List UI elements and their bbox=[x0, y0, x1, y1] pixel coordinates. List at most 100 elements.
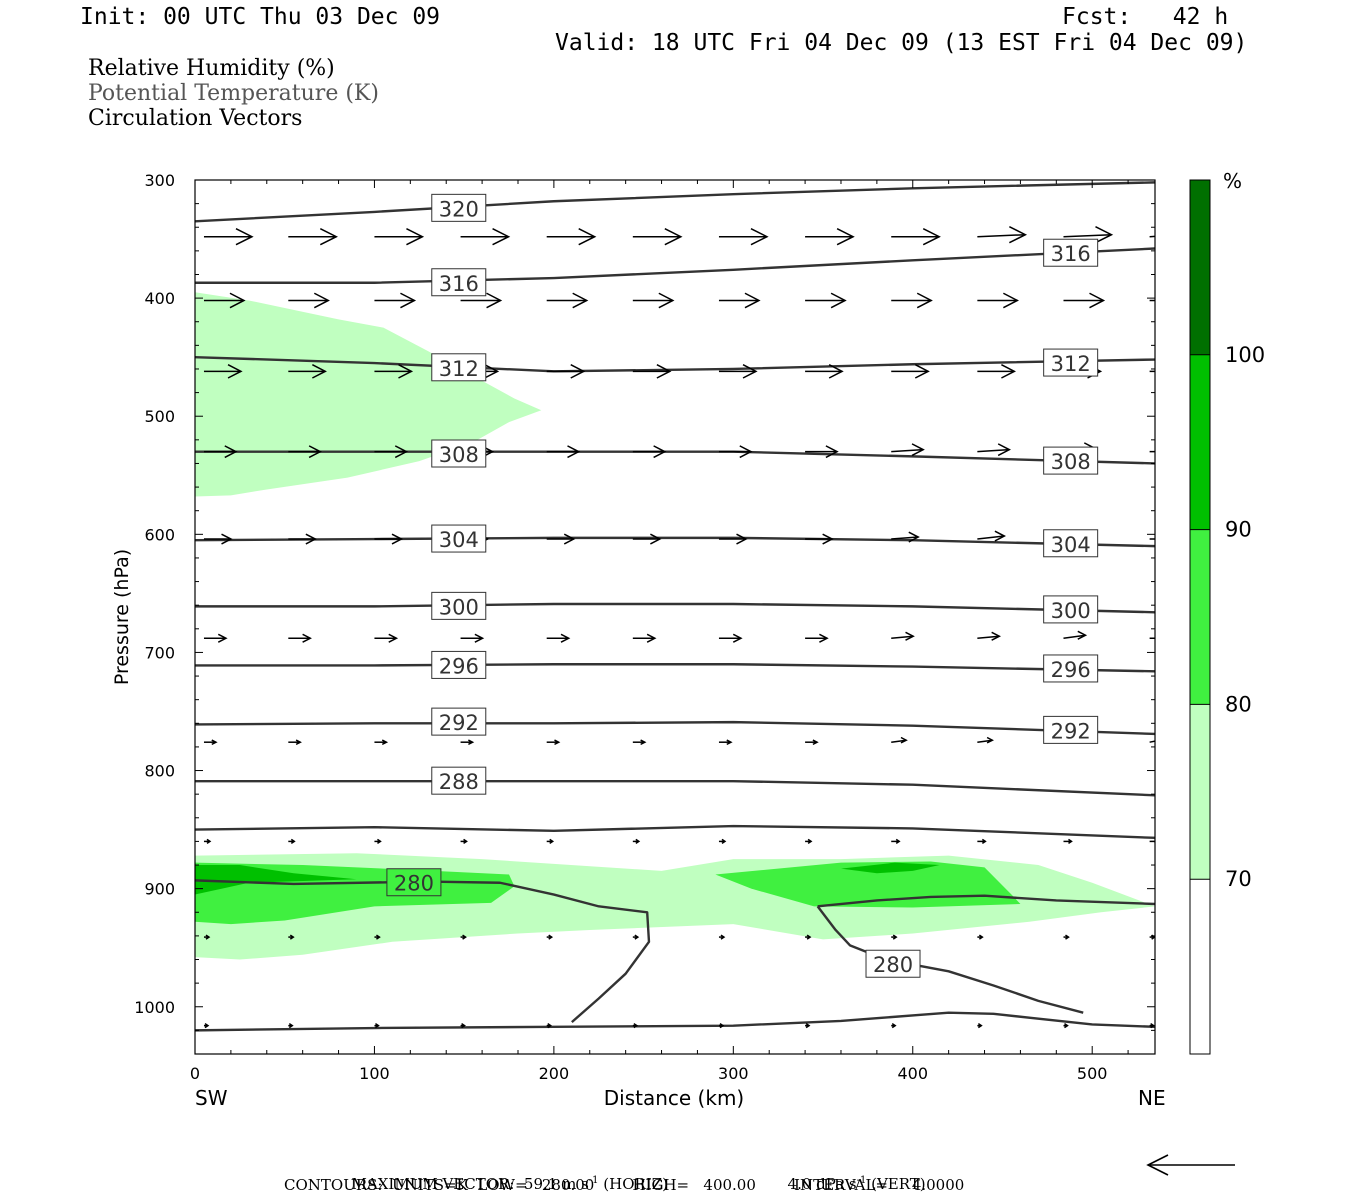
circulation-vector bbox=[891, 364, 930, 379]
circulation-vector bbox=[891, 934, 898, 940]
circulation-vector bbox=[805, 292, 847, 309]
circulation-vector bbox=[203, 1023, 210, 1029]
contour-label-280: 280 bbox=[873, 953, 913, 977]
colorbar-label: 100 bbox=[1225, 343, 1265, 367]
contour-label-308: 308 bbox=[439, 443, 479, 467]
circulation-vector bbox=[805, 739, 819, 746]
circulation-vector bbox=[632, 739, 647, 746]
theta-contour-280-11 bbox=[817, 894, 1155, 908]
circulation-vector bbox=[288, 364, 327, 379]
circulation-vector bbox=[891, 292, 933, 309]
circulation-vector bbox=[977, 736, 994, 744]
rh-shade-90-5 bbox=[840, 862, 940, 874]
contour-label-288: 288 bbox=[439, 770, 479, 794]
circulation-vector bbox=[977, 934, 984, 940]
circulation-vector bbox=[632, 633, 657, 643]
circulation-vector bbox=[374, 934, 381, 940]
contour-label-layer: 320 316 316 312 312 308 308 304 304 300 300 296 296 2… bbox=[386, 193, 1099, 978]
contour-label-box-292 bbox=[431, 707, 487, 736]
rh-shade-90-4 bbox=[195, 865, 357, 895]
y-tick-label: 600 bbox=[144, 525, 175, 544]
theta-contour-280-10 bbox=[195, 879, 651, 1024]
contour-label-296: 296 bbox=[1051, 658, 1091, 682]
theta-contour-288-8 bbox=[195, 779, 1155, 797]
max-vector-vert-unit: (VERT) bbox=[866, 1175, 926, 1193]
circulation-vector bbox=[632, 228, 683, 246]
circulation-vector bbox=[718, 1023, 725, 1029]
circulation-vector bbox=[1149, 538, 1155, 540]
valid-time: Valid: 18 UTC Fri 04 Dec 09 (13 EST Fri … bbox=[555, 30, 1248, 56]
circulation-vector bbox=[632, 445, 667, 459]
circulation-vector bbox=[1149, 740, 1155, 743]
circulation-vector bbox=[718, 934, 726, 940]
circulation-vector bbox=[1063, 292, 1106, 309]
circulation-vector bbox=[374, 633, 399, 643]
circulation-vector bbox=[203, 364, 243, 379]
y-axis-label: Pressure (hPa) bbox=[111, 549, 133, 685]
contour-label-box-312 bbox=[431, 353, 487, 382]
circulation-vector bbox=[977, 631, 1001, 641]
circulation-vector bbox=[546, 838, 555, 845]
circulation-vector bbox=[805, 228, 855, 246]
circulation-vector bbox=[1063, 226, 1114, 244]
circulation-vector bbox=[891, 838, 901, 845]
circulation-vector bbox=[632, 838, 641, 845]
contour-label-box-300 bbox=[431, 591, 487, 620]
contour-label-320: 320 bbox=[439, 197, 479, 221]
circulation-vector bbox=[460, 838, 468, 845]
circulation-vector bbox=[203, 739, 218, 746]
circulation-vector bbox=[288, 934, 295, 940]
contour-label-box-316 bbox=[431, 268, 487, 297]
contour-label-box-312 bbox=[1043, 348, 1099, 377]
circulation-vector bbox=[891, 228, 941, 246]
theta-contour-316-1 bbox=[195, 247, 1155, 284]
colorbar-segment bbox=[1190, 529, 1210, 705]
colorbar-label: 70 bbox=[1225, 867, 1252, 891]
contour-label-304: 304 bbox=[1051, 533, 1091, 557]
plot-frame bbox=[194, 179, 1156, 1055]
contour-label-312: 312 bbox=[439, 357, 479, 381]
circulation-vector bbox=[546, 364, 586, 379]
colorbar-unit: % bbox=[1223, 169, 1242, 193]
circulation-vector bbox=[718, 292, 761, 309]
circulation-vector bbox=[805, 364, 844, 379]
contour-label-box-288 bbox=[431, 766, 487, 795]
contour-label-292: 292 bbox=[1051, 719, 1091, 743]
contour-label-280: 280 bbox=[394, 872, 434, 896]
theta-contour-320-0 bbox=[195, 181, 1155, 223]
circulation-vector bbox=[374, 228, 425, 246]
circulation-vector bbox=[891, 631, 915, 641]
contour-label-box-308 bbox=[1043, 446, 1099, 475]
circulation-vector bbox=[632, 1023, 639, 1029]
circulation-vector bbox=[977, 443, 1011, 457]
contour-label-296: 296 bbox=[439, 654, 479, 678]
contour-label-292: 292 bbox=[439, 711, 479, 735]
circulation-vector bbox=[718, 838, 727, 845]
circulation-vector bbox=[374, 739, 389, 746]
circulation-vector bbox=[203, 934, 211, 940]
circulation-vector bbox=[1063, 630, 1088, 640]
colorbar-label: 90 bbox=[1225, 518, 1252, 542]
y-tick-label: 400 bbox=[144, 289, 175, 308]
circulation-vector bbox=[374, 445, 409, 459]
theta-contour-296-6 bbox=[195, 663, 1155, 673]
legend-theta: Potential Temperature (K) bbox=[88, 81, 379, 106]
theta-contour-292-7 bbox=[195, 720, 1155, 736]
circulation-vector bbox=[460, 739, 475, 746]
circulation-vector bbox=[460, 934, 467, 940]
max-vector-vert-exp: -1 bbox=[856, 1175, 867, 1186]
x-end-label-left: SW bbox=[195, 1086, 228, 1110]
circulation-vector bbox=[718, 739, 733, 746]
circulation-vector bbox=[203, 445, 238, 459]
rh-shading-layer bbox=[195, 292, 1155, 960]
circulation-vector bbox=[805, 633, 829, 643]
circulation-vector bbox=[1149, 1023, 1155, 1029]
circulation-vector bbox=[977, 1023, 983, 1029]
circulation-vector bbox=[546, 1023, 553, 1029]
circulation-vector bbox=[374, 1023, 380, 1029]
circulation-vector bbox=[891, 443, 925, 457]
circulation-vector bbox=[891, 531, 920, 543]
contour-label-box-300 bbox=[1043, 595, 1099, 624]
circulation-vector bbox=[374, 838, 382, 845]
circulation-vector bbox=[460, 633, 485, 643]
